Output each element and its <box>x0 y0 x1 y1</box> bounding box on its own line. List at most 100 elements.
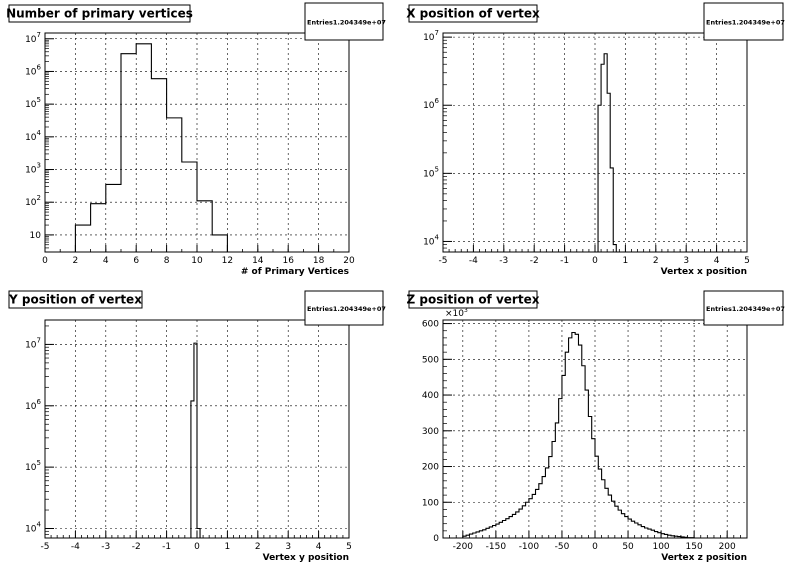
title-box <box>408 4 538 23</box>
x-tick-label: -1 <box>560 256 569 266</box>
y-multiplier-base: ×10 <box>445 309 464 319</box>
stats-entries-label: Entries <box>706 19 732 27</box>
histogram-panel-4: -200 -150 -100 -50 0 50 100 150 200 0 100 200 300 400… <box>407 290 785 563</box>
stats-entries-value: 1.204349e+07 <box>732 305 785 313</box>
title-box <box>408 290 538 309</box>
x-axis-label: Vertex y position <box>263 553 349 563</box>
stats-entries: Entries1.204349e+07 <box>706 19 785 27</box>
x-tick-label: 2 <box>73 256 79 266</box>
y-tick-base: 10 <box>25 198 37 208</box>
y-tick-base: 10 <box>25 166 37 176</box>
chart-title: X position of vertex <box>406 7 540 21</box>
y-tick-base: 10 <box>25 463 37 473</box>
y-tick-label: 107 <box>25 336 41 350</box>
x-tick-label: -150 <box>486 542 507 552</box>
y-tick-exponent: 3 <box>37 162 41 170</box>
x-tick-label: -5 <box>439 256 448 266</box>
x-tick-label: 1 <box>225 542 231 552</box>
y-tick-exponent: 5 <box>37 459 41 467</box>
x-tick-label: 200 <box>719 542 736 552</box>
y-tick-label: 600 <box>422 320 439 330</box>
y-tick-base: 10 <box>423 237 435 247</box>
title-box <box>8 290 143 309</box>
y-tick-base: 10 <box>25 133 37 143</box>
y-tick-label: 103 <box>25 162 41 176</box>
x-tick-label: 12 <box>222 256 233 266</box>
y-tick-label: 200 <box>422 463 439 473</box>
y-tick-label: 105 <box>423 165 439 179</box>
x-tick-label: 2 <box>653 256 659 266</box>
stats-entries: Entries1.204349e+07 <box>307 305 386 313</box>
y-tick-exponent: 7 <box>37 336 41 344</box>
x-tick-label: 50 <box>622 542 634 552</box>
histogram-series <box>60 43 228 253</box>
y-tick-label: 106 <box>423 97 439 111</box>
x-tick-label: 2 <box>255 542 261 552</box>
x-tick-label: 3 <box>683 256 689 266</box>
y-tick-exponent: 4 <box>37 520 42 528</box>
x-tick-label: -200 <box>453 542 474 552</box>
y-tick-exponent: 4 <box>435 233 440 241</box>
y-tick-label: 102 <box>25 194 41 208</box>
x-tick-label: -100 <box>519 542 540 552</box>
x-tick-label: 5 <box>346 542 352 552</box>
y-tick-base: 10 <box>423 101 435 111</box>
stats-entries-label: Entries <box>307 305 333 313</box>
x-tick-label: 1 <box>623 256 629 266</box>
y-tick-label: 105 <box>25 459 41 473</box>
y-tick-exponent: 2 <box>37 194 41 202</box>
x-tick-label: 4 <box>103 256 109 266</box>
y-tick-base: 10 <box>423 33 435 43</box>
stats-box <box>304 2 384 41</box>
y-multiplier-exponent: 3 <box>464 307 468 314</box>
y-tick-base: 10 <box>25 524 37 534</box>
x-tick-label: -3 <box>499 256 508 266</box>
y-tick-exponent: 5 <box>435 165 439 173</box>
stats-entries-label: Entries <box>307 19 333 27</box>
stats-entries-value: 1.204349e+07 <box>333 19 386 27</box>
y-tick-exponent: 4 <box>37 129 42 137</box>
y-tick-exponent: 7 <box>37 31 41 39</box>
y-tick-base: 10 <box>25 340 37 350</box>
y-tick-label: 104 <box>25 129 41 143</box>
x-tick-label: 4 <box>316 542 322 552</box>
x-tick-label: 0 <box>592 542 598 552</box>
x-axis-label: Vertex z position <box>661 553 747 563</box>
stats-entries-value: 1.204349e+07 <box>333 305 386 313</box>
x-tick-label: 150 <box>686 542 703 552</box>
x-tick-label: 100 <box>652 542 669 552</box>
x-tick-label: 0 <box>42 256 48 266</box>
stats-box <box>304 290 384 326</box>
x-tick-label: -3 <box>101 542 110 552</box>
y-tick-label: 0 <box>433 534 439 544</box>
y-tick-label: 106 <box>25 398 41 412</box>
x-tick-label: 14 <box>252 256 264 266</box>
y-tick-base: 10 <box>30 231 42 241</box>
y-tick-label: 105 <box>25 96 41 110</box>
x-tick-label: -4 <box>469 256 478 266</box>
x-tick-label: 4 <box>714 256 720 266</box>
x-tick-label: -4 <box>71 542 80 552</box>
y-tick-base: 10 <box>25 67 37 77</box>
y-tick-label: 400 <box>422 391 439 401</box>
x-tick-label: -1 <box>162 542 171 552</box>
y-tick-label: 500 <box>422 355 439 365</box>
x-tick-label: 18 <box>313 256 325 266</box>
stats-entries: Entries1.204349e+07 <box>307 19 386 27</box>
y-tick-label: 100 <box>422 498 439 508</box>
x-tick-label: 0 <box>194 542 200 552</box>
y-tick-exponent: 6 <box>435 97 440 105</box>
x-tick-label: 20 <box>343 256 355 266</box>
x-tick-label: -50 <box>555 542 570 552</box>
x-tick-label: 16 <box>282 256 294 266</box>
stats-box <box>703 2 784 41</box>
y-tick-label: 104 <box>25 520 41 534</box>
histogram-panel-1: 0 2 4 6 8 10 12 14 16 18 2010710610510410310210Num… <box>6 2 386 277</box>
x-axis-label: Vertex x position <box>661 267 747 277</box>
title-box <box>8 4 191 23</box>
x-tick-label: 8 <box>164 256 170 266</box>
chart-title: Y position of vertex <box>8 293 142 307</box>
histogram-series <box>190 342 201 538</box>
y-tick-label: 107 <box>25 31 41 45</box>
